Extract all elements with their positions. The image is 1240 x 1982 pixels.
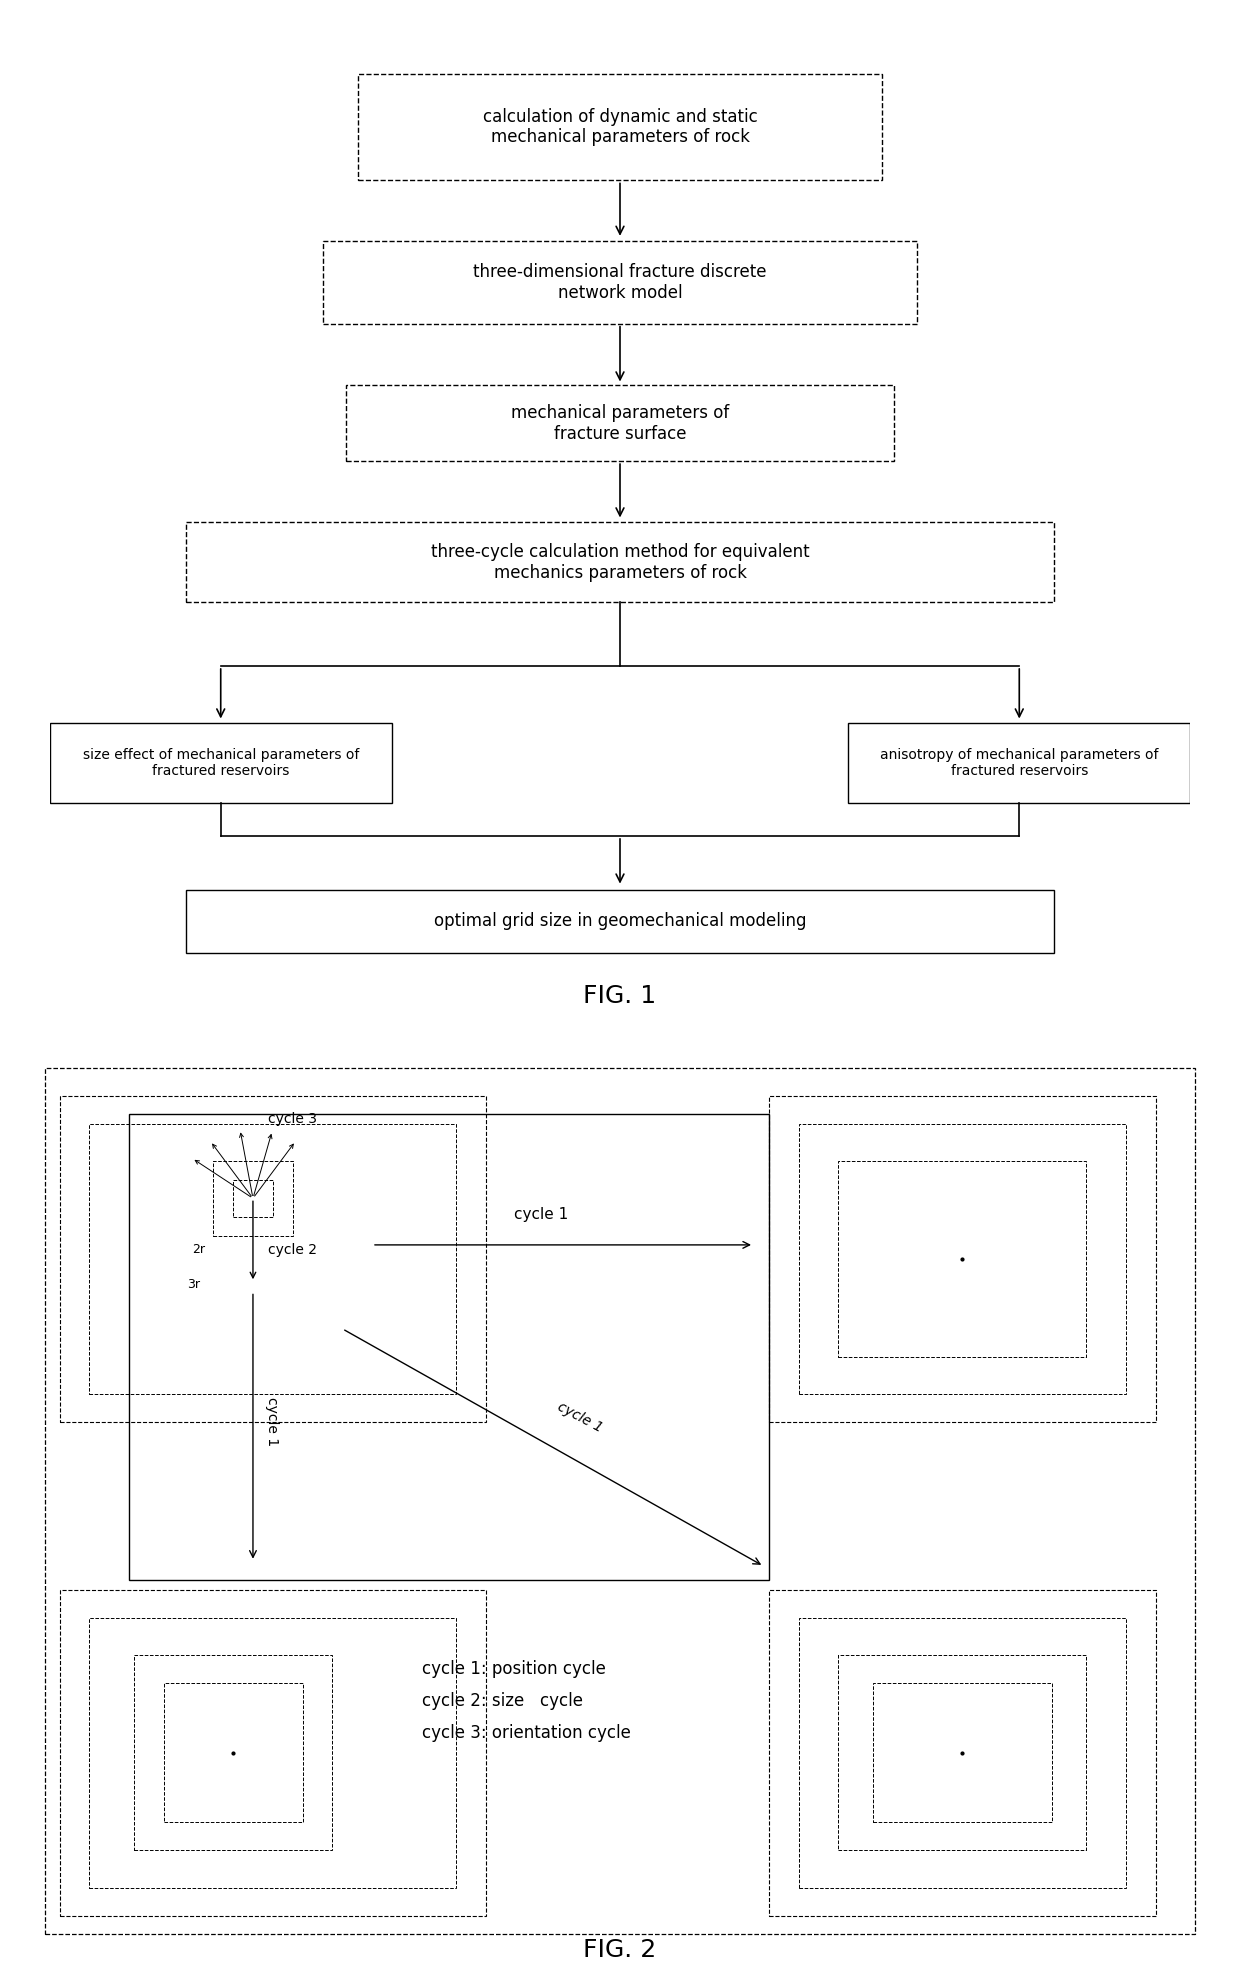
- Bar: [89, 1617, 456, 1887]
- Bar: [873, 1683, 1052, 1823]
- Bar: [213, 1161, 293, 1235]
- Bar: [164, 1683, 303, 1823]
- Text: anisotropy of mechanical parameters of
fractured reservoirs: anisotropy of mechanical parameters of f…: [880, 747, 1158, 779]
- Text: cycle 1: position cycle
cycle 2: size   cycle
cycle 3: orientation cycle: cycle 1: position cycle cycle 2: size cy…: [422, 1661, 630, 1742]
- Text: calculation of dynamic and static
mechanical parameters of rock: calculation of dynamic and static mechan…: [482, 107, 758, 147]
- Bar: [60, 1590, 486, 1915]
- Bar: [60, 1096, 486, 1421]
- Bar: [89, 1124, 456, 1393]
- Text: mechanical parameters of
fracture surface: mechanical parameters of fracture surfac…: [511, 404, 729, 442]
- Text: 3r: 3r: [187, 1278, 200, 1290]
- Bar: [186, 890, 1054, 953]
- Text: FIG. 2: FIG. 2: [583, 1938, 657, 1962]
- Bar: [799, 1124, 1126, 1393]
- Bar: [186, 523, 1054, 603]
- Text: optimal grid size in geomechanical modeling: optimal grid size in geomechanical model…: [434, 912, 806, 930]
- Text: three-dimensional fracture discrete
network model: three-dimensional fracture discrete netw…: [474, 264, 766, 301]
- Text: size effect of mechanical parameters of
fractured reservoirs: size effect of mechanical parameters of …: [83, 747, 358, 779]
- Bar: [357, 73, 883, 180]
- Bar: [848, 723, 1190, 803]
- Bar: [838, 1161, 1086, 1356]
- Text: cycle 3: cycle 3: [268, 1112, 317, 1126]
- Text: cycle 1: cycle 1: [556, 1399, 605, 1435]
- Text: cycle 1: cycle 1: [265, 1397, 279, 1447]
- Text: 2r: 2r: [192, 1243, 205, 1257]
- Bar: [838, 1655, 1086, 1851]
- Bar: [324, 242, 916, 323]
- Text: three-cycle calculation method for equivalent
mechanics parameters of rock: three-cycle calculation method for equiv…: [430, 543, 810, 581]
- Text: FIG. 1: FIG. 1: [584, 985, 656, 1009]
- Bar: [769, 1096, 1156, 1421]
- Text: cycle 1: cycle 1: [513, 1207, 568, 1221]
- Bar: [233, 1179, 273, 1217]
- Bar: [134, 1655, 332, 1851]
- Bar: [129, 1114, 769, 1580]
- Text: cycle 2: cycle 2: [268, 1243, 317, 1257]
- Bar: [799, 1617, 1126, 1887]
- Bar: [769, 1590, 1156, 1915]
- Bar: [50, 723, 392, 803]
- Bar: [346, 385, 894, 462]
